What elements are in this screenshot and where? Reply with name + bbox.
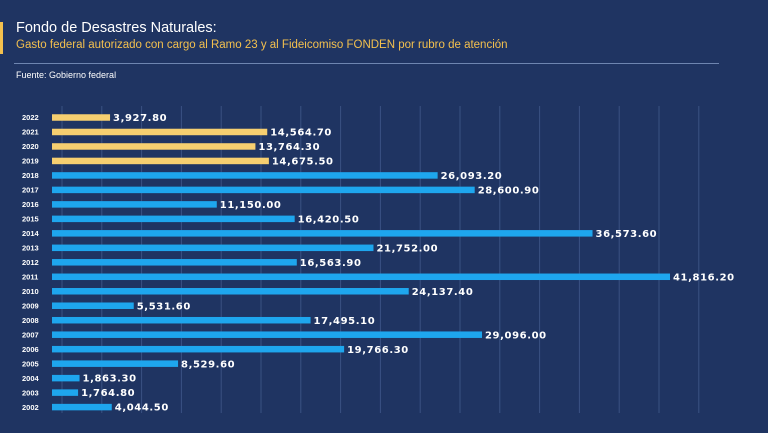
value-label-2005: 8,529.60 [181,359,235,370]
year-label-2016: 2016 [22,200,39,209]
year-label-2020: 2020 [22,142,39,151]
year-label-2006: 2006 [22,345,39,354]
year-label-2003: 2003 [22,388,39,397]
value-label-2002: 4,044.50 [115,403,169,414]
value-label-2013: 21,752.00 [376,243,438,254]
value-label-2017: 28,600.90 [478,186,540,197]
bar-2011 [52,273,670,281]
bar-2010 [52,288,409,295]
value-label-2004: 1,863.30 [83,374,137,385]
year-label-2021: 2021 [22,128,39,137]
value-label-2010: 24,137.40 [412,287,474,298]
bar-2021 [52,128,268,136]
year-label-2013: 2013 [22,244,39,253]
bar-2008 [52,316,311,324]
bar-2009 [52,302,134,309]
year-label-2012: 2012 [22,258,39,267]
bar-2003 [52,389,79,396]
bar-2002 [52,403,112,411]
year-label-2015: 2015 [22,215,39,224]
year-label-2017: 2017 [22,186,39,195]
year-label-2004: 2004 [22,374,40,383]
value-label-2018: 26,093.20 [441,171,503,182]
value-label-2014: 36,573.60 [596,229,658,240]
value-label-2019: 14,675.50 [272,157,334,168]
bars: 2022 3,927.80 2021 14,564.70 2020 13,764.30 20… [22,113,735,414]
value-label-2015: 16,420.50 [298,214,360,225]
bar-2006 [52,345,345,353]
value-label-2020: 13,764.30 [258,142,320,153]
value-label-2016: 11,150.00 [220,200,282,211]
year-label-2014: 2014 [22,229,40,238]
year-label-2010: 2010 [22,287,39,296]
chart-subtitle: Gasto federal autorizado con cargo al Ra… [16,39,508,51]
bar-2007 [52,331,483,338]
year-label-2007: 2007 [22,330,39,339]
bar-2016 [52,201,217,208]
year-label-2005: 2005 [22,359,39,368]
bar-2013 [52,244,374,252]
value-label-2006: 19,766.30 [347,345,409,356]
bar-2012 [52,259,297,266]
value-label-2007: 29,096.00 [485,330,547,341]
value-label-2011: 41,816.20 [673,272,735,283]
value-label-2021: 14,564.70 [270,128,332,139]
header-divider [14,63,719,64]
bar-2017 [52,186,475,194]
value-label-2003: 1,764.80 [81,388,135,399]
year-label-2011: 2011 [22,272,38,281]
bar-2004 [52,374,80,382]
title-accent-bar [0,22,3,54]
bar-2018 [52,172,438,179]
bar-2015 [52,215,295,223]
year-label-2018: 2018 [22,171,39,180]
value-label-2008: 17,495.10 [314,316,376,327]
bar-2014 [52,230,593,237]
bar-2019 [52,157,269,165]
year-label-2008: 2008 [22,316,39,325]
year-label-2022: 2022 [22,113,39,122]
value-label-2022: 3,927.80 [113,113,167,124]
value-label-2012: 16,563.90 [300,258,362,269]
source-note: Fuente: Gobierno federal [16,70,117,80]
bar-2020 [52,143,256,150]
bar-2022 [52,114,111,121]
value-label-2009: 5,531.60 [137,301,191,312]
year-label-2009: 2009 [22,301,39,310]
chart-title: Fondo de Desastres Naturales: [16,20,217,36]
year-label-2002: 2002 [22,403,39,412]
bar-2005 [52,360,179,367]
year-label-2019: 2019 [22,157,39,166]
